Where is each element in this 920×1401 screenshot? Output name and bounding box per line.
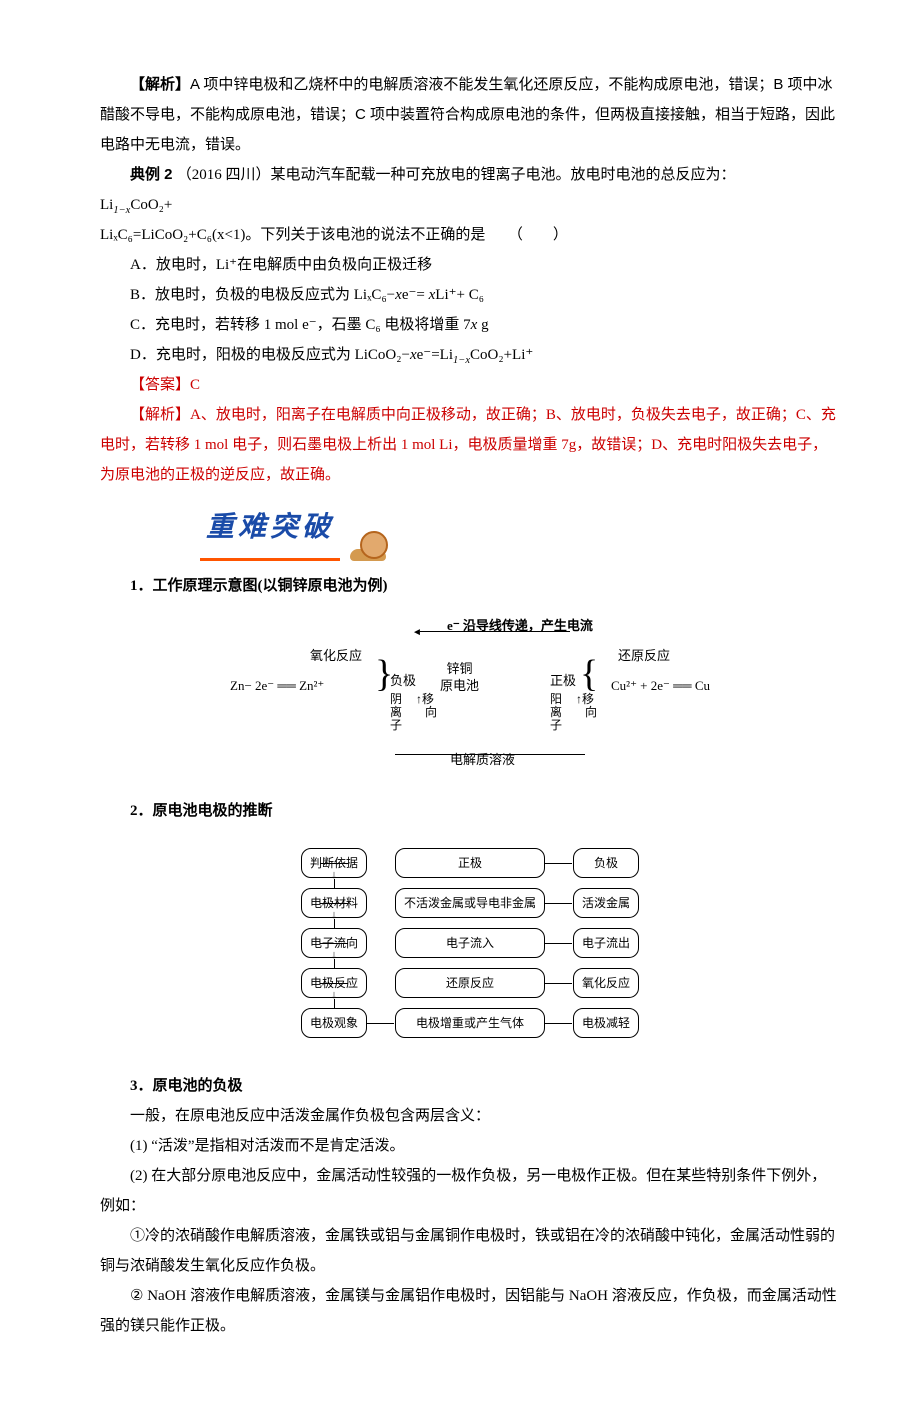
explain-text: A、放电时，阳离子在电解质中向正极移动，故正确；B、放电时，负极失去电子，故正确… xyxy=(100,407,836,483)
d2-r5c3: 电极减轻 xyxy=(573,1008,639,1038)
d1-eq-right: Cu²⁺ + 2e⁻ ══ Cu xyxy=(611,673,710,699)
d1-electrolyte: 电解质溶液 xyxy=(450,747,515,773)
answer-line: 【答案】C xyxy=(100,370,840,400)
d2-r5c1: 电极观象 xyxy=(301,1008,367,1038)
d1-cell: 锌铜 原电池 xyxy=(440,661,479,695)
equation-line-1: Li1−xCoO₂+ xyxy=(100,190,840,220)
neg-p4: ①冷的浓硝酸作电解质溶液，金属铁或铝与金属铜作电极时，铁或铝在冷的浓硝酸中钝化，… xyxy=(100,1221,840,1281)
d2-r3c3: 电子流出 xyxy=(573,928,639,958)
heading-2: 2．原电池电极的推断 xyxy=(100,796,840,826)
explain-para: 【解析】A、放电时，阳离子在电解质中向正极移动，故正确；B、放电时，负极失去电子… xyxy=(100,400,840,490)
d2-r5c2: 电极增重或产生气体 xyxy=(395,1008,545,1038)
analysis-1: 【解析】A 项中锌电极和乙烧杯中的电解质溶液不能发生氧化还原反应，不能构成原电池… xyxy=(100,70,840,160)
d2-r4c1: 电极反应 xyxy=(301,968,367,998)
explain-label: 【解析】 xyxy=(130,407,190,423)
d2-r4c2: 还原反应 xyxy=(395,968,545,998)
d1-reduc: 还原反应 xyxy=(618,643,670,669)
d2-r4c3: 氧化反应 xyxy=(573,968,639,998)
heading-1: 1．工作原理示意图(以铜锌原电池为例) xyxy=(100,571,840,601)
d2-r3c1: 电子流向 xyxy=(301,928,367,958)
option-a: A．放电时，Li⁺在电解质中由负极向正极迁移 xyxy=(100,250,840,280)
d1-yin: 阴离子 xyxy=(390,693,402,733)
analysis-label: 【解析】 xyxy=(130,76,190,93)
d2-r2c1: 电极材料 xyxy=(301,888,367,918)
answer-value: C xyxy=(190,377,200,393)
d1-neg: 负极 xyxy=(390,668,416,694)
d2-r3c2: 电子流入 xyxy=(395,928,545,958)
d2-r2c3: 活泼金属 xyxy=(573,888,639,918)
d2-r1c3: 负极 xyxy=(573,848,639,878)
example-source: （2016 四川）某电动汽车配载一种可充放电的锂离子电池。放电时电池的总反应为： xyxy=(177,167,736,183)
diagram-cuzn: e⁻ 沿导线传递，产生电流 氧化反应 还原反应 } { Zn− 2e⁻ ══ Z… xyxy=(100,613,840,784)
d1-yang: 阳离子 xyxy=(550,693,562,733)
neg-p1: 一般，在原电池反应中活泼金属作负极包含两层含义： xyxy=(100,1101,840,1131)
section-header-text: 重难突破 xyxy=(200,500,340,561)
neg-p2: (1) “活泼”是指相对活泼而不是肯定活泼。 xyxy=(100,1131,840,1161)
example-label: 典例 2 xyxy=(130,166,177,183)
d1-oxid: 氧化反应 xyxy=(310,643,362,669)
neg-p5: ② NaOH 溶液作电解质溶液，金属镁与金属铝作电极时，因铝能与 NaOH 溶液… xyxy=(100,1281,840,1341)
d2-r1c1: 判断依据 xyxy=(301,848,367,878)
d1-move1: ↑移 向 xyxy=(413,693,437,719)
d2-r2c2: 不活泼金属或导电非金属 xyxy=(395,888,545,918)
diagram-electrode-inference: 判断依据 正极 负极 电极材料 不活泼金属或导电非金属 活泼金属 电子流向 电子… xyxy=(100,838,840,1059)
d1-pos: 正极 xyxy=(550,668,576,694)
snail-icon xyxy=(350,527,392,561)
d1-top: e⁻ 沿导线传递，产生电流 xyxy=(420,613,620,639)
d1-move2: ↑移 向 xyxy=(573,693,597,719)
option-d: D．充电时，阳极的电极反应式为 LiCoO₂−xe⁻=Li1−xCoO₂+Li⁺ xyxy=(100,340,840,370)
d2-r1c2: 正极 xyxy=(395,848,545,878)
d1-brace-r: { xyxy=(580,655,598,693)
equation-line-2: LiₓC₆=LiCoO₂+C₆(x<1)。下列关于该电池的说法不正确的是 （ ） xyxy=(100,220,840,250)
section-header: 重难突破 xyxy=(200,500,840,561)
neg-p3: (2) 在大部分原电池反应中，金属活动性较强的一极作负极，另一电极作正极。但在某… xyxy=(100,1161,840,1221)
d1-eq-left: Zn− 2e⁻ ══ Zn²⁺ xyxy=(230,673,324,699)
example-2-stem: 典例 2 （2016 四川）某电动汽车配载一种可充放电的锂离子电池。放电时电池的… xyxy=(100,160,840,190)
heading-3: 3．原电池的负极 xyxy=(100,1071,840,1101)
analysis-1-text: A 项中锌电极和乙烧杯中的电解质溶液不能发生氧化还原反应，不能构成原电池，错误；… xyxy=(100,76,835,153)
option-c: C．充电时，若转移 1 mol e⁻，石墨 C₆ 电极将增重 7x g xyxy=(100,310,840,340)
answer-label: 【答案】 xyxy=(130,377,190,393)
d1-arrow xyxy=(420,631,570,632)
option-b: B．放电时，负极的电极反应式为 LiₓC₆−xe⁻= xLi⁺+ C₆ xyxy=(100,280,840,310)
